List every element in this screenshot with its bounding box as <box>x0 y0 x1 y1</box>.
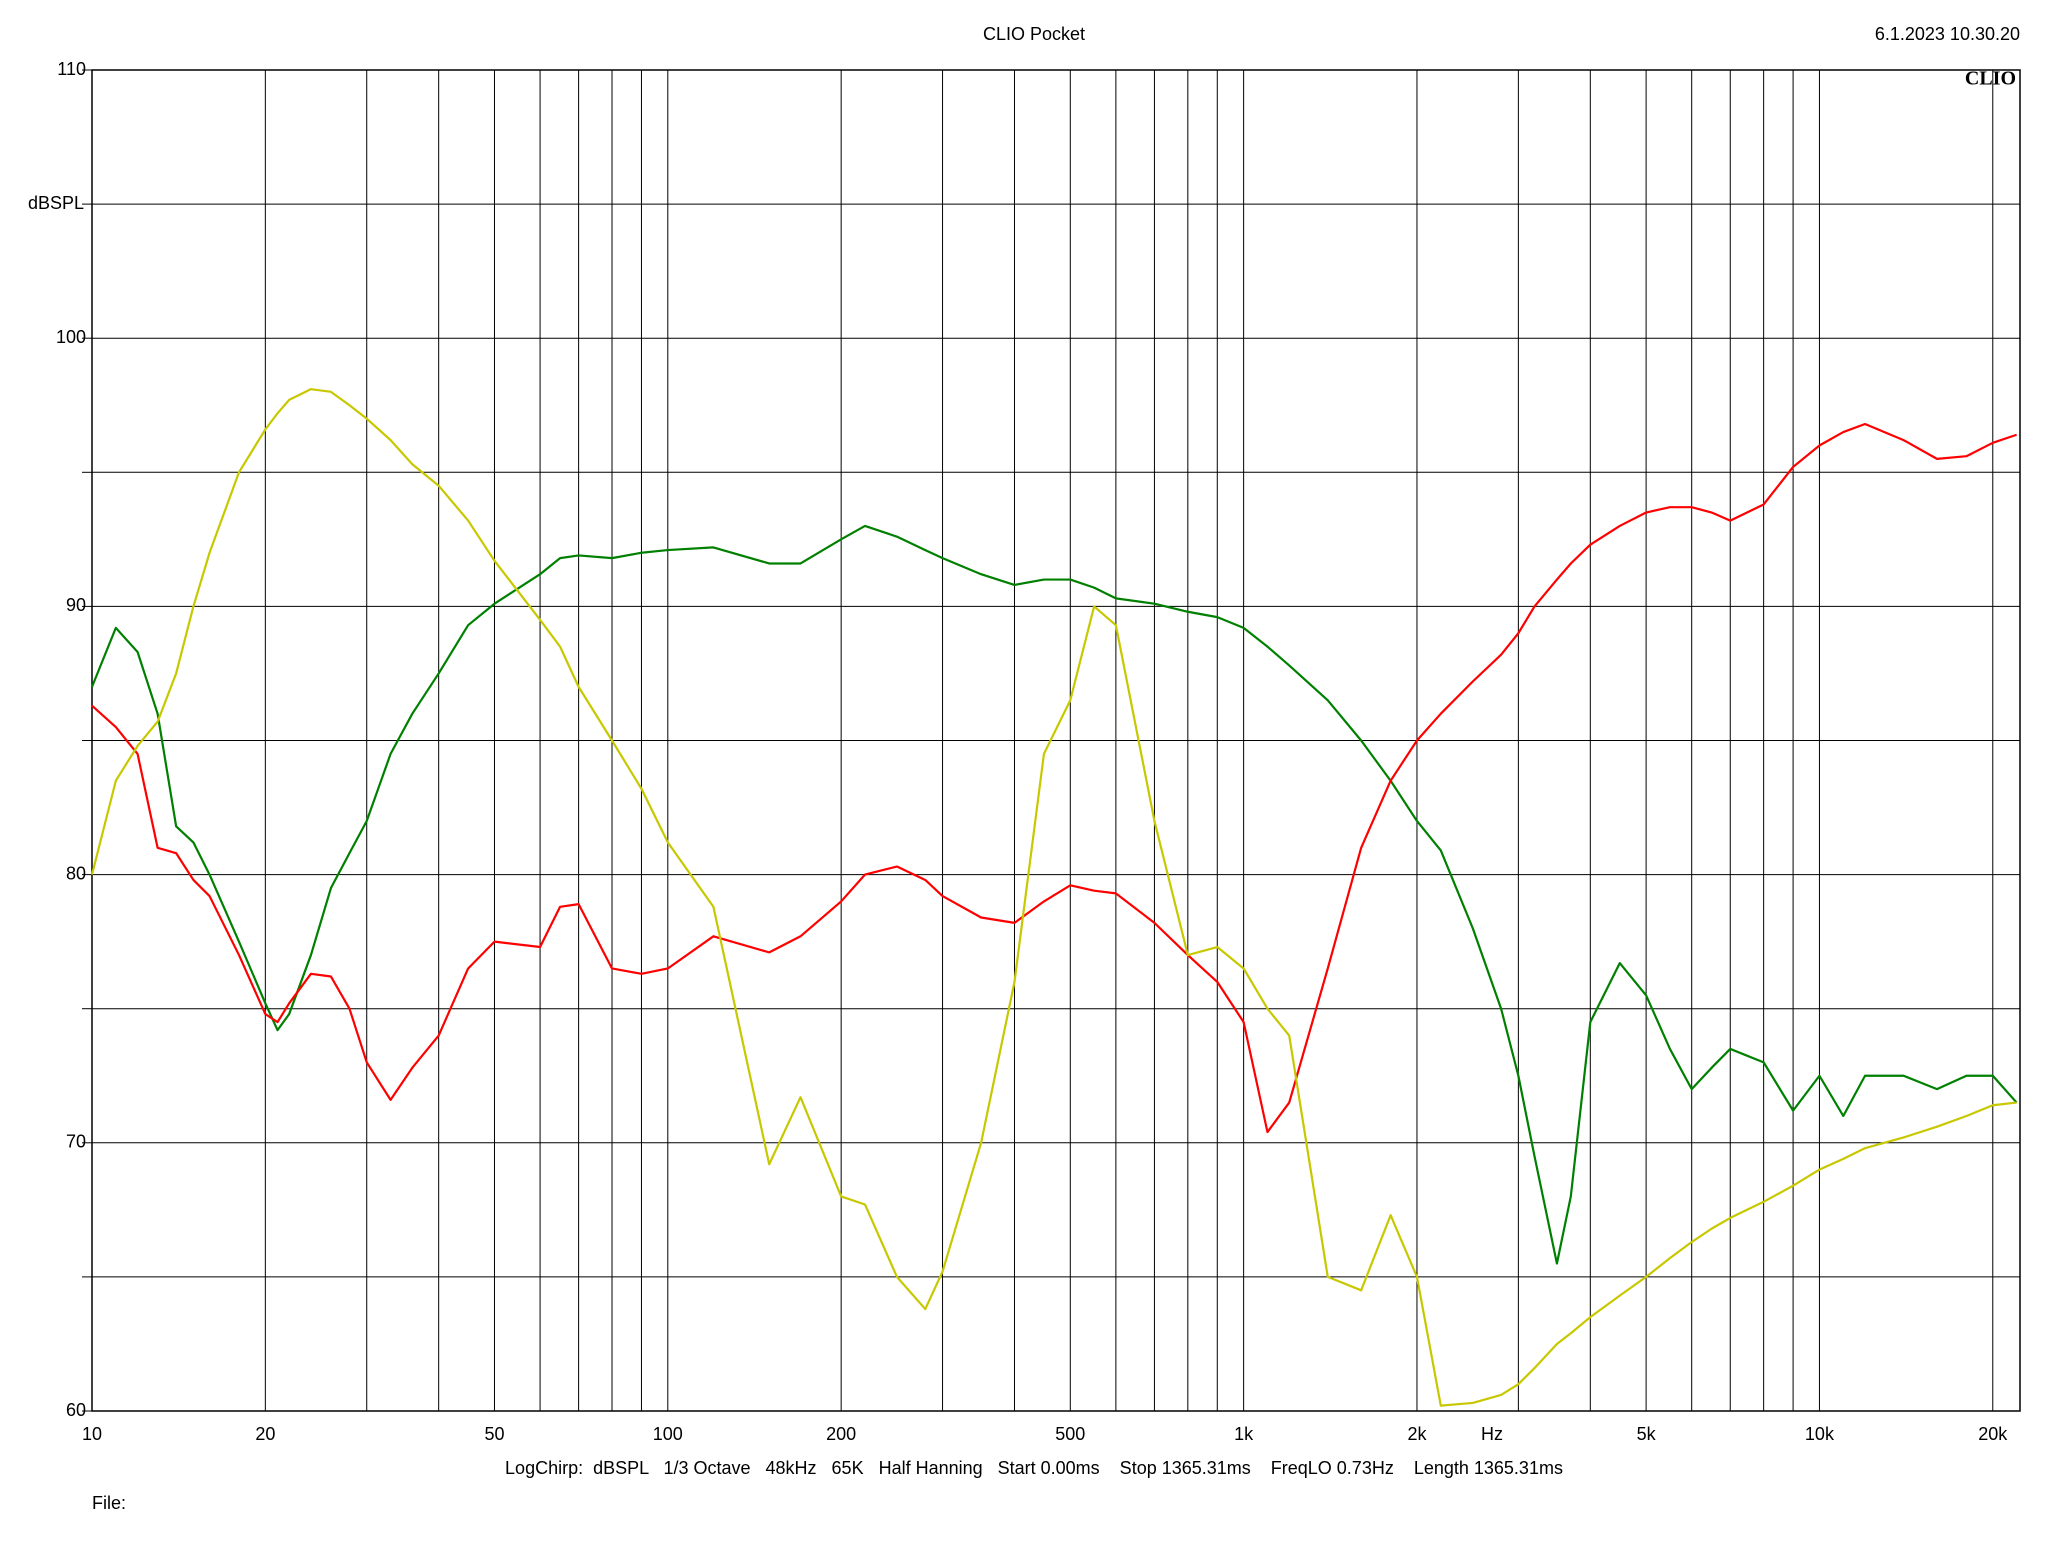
file-label: File: <box>92 1493 126 1513</box>
y-tick-label: 70 <box>66 1132 86 1152</box>
x-tick-label: 2k <box>1407 1424 1427 1444</box>
plot-frame <box>91 69 2021 1412</box>
y-tick-label: 60 <box>66 1400 86 1420</box>
chart-title: CLIO Pocket <box>983 24 1085 44</box>
x-axis-label: Hz <box>1481 1424 1503 1444</box>
logo: CLIO <box>1965 68 2016 90</box>
y-tick-label: 90 <box>66 595 86 615</box>
y-tick-label: 100 <box>56 327 86 347</box>
y-tick-label: 80 <box>66 863 86 883</box>
x-tick-label: 1k <box>1234 1424 1254 1444</box>
x-tick-label: 20 <box>255 1424 275 1444</box>
x-tick-label: 20k <box>1978 1424 2008 1444</box>
series-line <box>90 524 2018 1265</box>
series-line <box>90 388 2017 1407</box>
x-tick-label: 50 <box>484 1424 504 1444</box>
footer: LogChirp: dBSPL 1/3 Octave 48kHz 65K Hal… <box>505 1458 1563 1478</box>
x-tick-label: 10k <box>1805 1424 1835 1444</box>
x-tick-label: 100 <box>653 1424 683 1444</box>
date: 6.1.2023 10.30.20 <box>1875 24 2020 44</box>
x-tick-label: 500 <box>1055 1424 1085 1444</box>
x-tick-label: 10 <box>82 1424 102 1444</box>
series-line <box>91 422 2017 1134</box>
y-tick-label: 110 <box>57 59 86 79</box>
y-axis-label: dBSPL <box>28 193 84 213</box>
x-tick-label: 5k <box>1637 1424 1657 1444</box>
x-tick-label: 200 <box>826 1424 856 1444</box>
